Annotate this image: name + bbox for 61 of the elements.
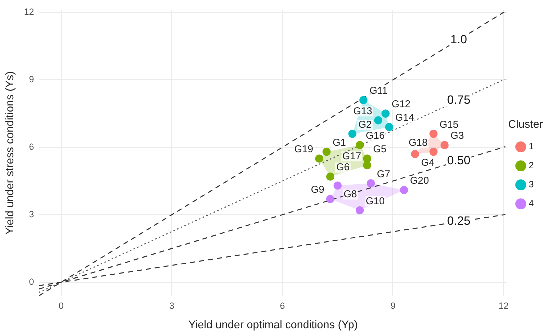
series-label: 0.75 (447, 92, 472, 107)
point (440, 141, 449, 150)
annotation: G8 (344, 190, 358, 201)
point (356, 141, 364, 150)
annotation: G9 (311, 185, 325, 196)
annotation: G7 (377, 169, 391, 180)
legend-label: 1 (528, 142, 534, 152)
annotation: G3 (450, 131, 465, 142)
series-label: 0.50 (447, 153, 472, 168)
point (322, 148, 331, 156)
point (356, 206, 364, 215)
point (382, 110, 390, 118)
annotation: G10 (366, 196, 386, 208)
legend-label: 4 (528, 198, 534, 209)
legend-label: 2 (528, 160, 534, 171)
annotation: G14 (396, 113, 415, 124)
annotation: G5 (373, 144, 388, 156)
x-tick-label: 12 (498, 300, 509, 311)
legend-title: Cluster (508, 118, 544, 131)
annotation: G2 (358, 120, 372, 131)
annotation: G6 (336, 162, 350, 174)
series-label: 0.25 (447, 214, 472, 228)
y-tick-label: 3 (29, 210, 34, 220)
legend-label: 3 (528, 180, 534, 190)
point (411, 150, 420, 158)
point (400, 186, 408, 194)
annotation: G1 (332, 138, 347, 149)
x-tick-label: 6 (280, 300, 286, 311)
annotation: G17 (342, 151, 362, 162)
y-axis-title: Yield under stress conditions (Ys) (4, 71, 17, 235)
y-tick-label: 12 (24, 7, 34, 18)
annotation: G15 (440, 120, 460, 131)
point (430, 148, 438, 156)
point (366, 179, 376, 188)
y-tick-label: 0 (29, 276, 34, 287)
annotation: G16 (366, 131, 386, 142)
point (360, 96, 368, 104)
y-tick-label: 6 (29, 142, 34, 152)
annotation: G4 (421, 158, 436, 170)
point (430, 130, 438, 138)
point (315, 154, 324, 163)
annotation: G12 (392, 100, 412, 111)
annotation: G11 (370, 86, 388, 98)
point (363, 154, 372, 163)
annotation: G18 (408, 138, 428, 149)
point (374, 116, 383, 125)
y-tick-label: 9 (29, 74, 34, 85)
point (334, 182, 342, 190)
x-axis-title: Yield under optimal conditions (Yp) (188, 319, 358, 332)
x-tick-label: 9 (390, 300, 396, 311)
annotation: G20 (410, 176, 430, 188)
point (363, 161, 372, 170)
annotation: G19 (294, 144, 314, 156)
x-tick-label: 3 (169, 300, 174, 311)
annotation: G13 (354, 106, 373, 118)
x-tick-label: 0 (58, 300, 64, 311)
point (348, 130, 357, 138)
point (326, 195, 335, 204)
series-label: 1.0 (450, 32, 468, 46)
point (385, 123, 394, 132)
point (326, 172, 335, 181)
